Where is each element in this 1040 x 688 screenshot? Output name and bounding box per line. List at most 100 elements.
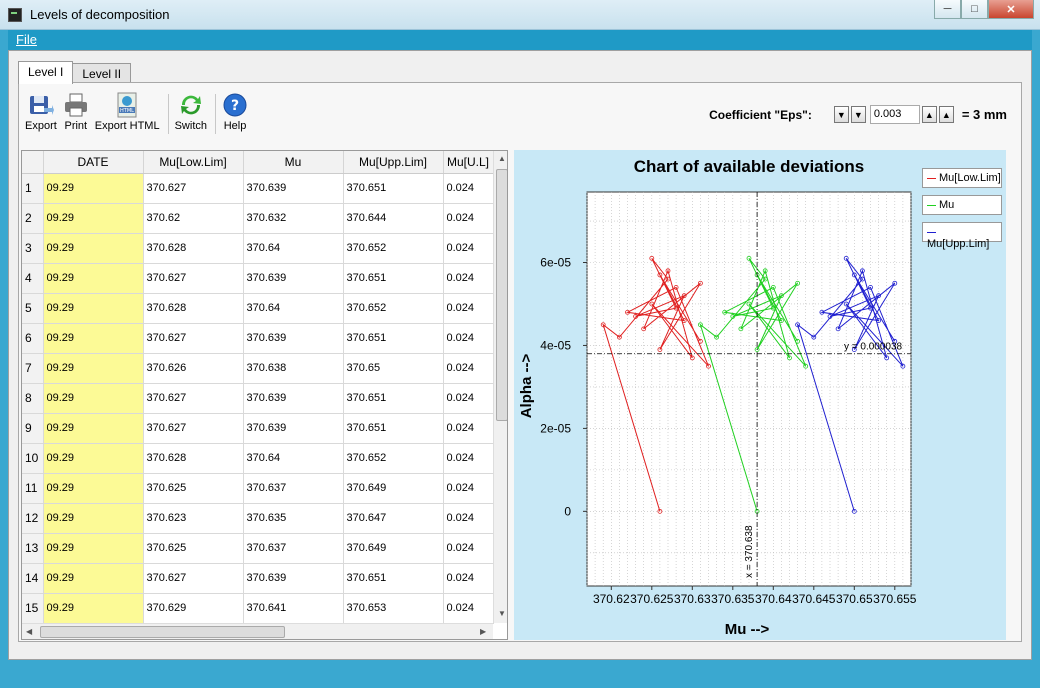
mu-ul-cell[interactable]: 0.024 <box>443 473 494 504</box>
mu-upp-cell[interactable]: 370.651 <box>343 413 444 444</box>
mu-ul-cell[interactable]: 0.024 <box>443 383 494 414</box>
legend-item[interactable]: Mu[Low.Lim] <box>922 168 1002 188</box>
date-cell[interactable]: 09.29 <box>43 263 144 294</box>
row-number[interactable]: 5 <box>22 293 44 324</box>
mu-cell[interactable]: 370.637 <box>243 473 344 504</box>
mu-cell[interactable]: 370.637 <box>243 533 344 564</box>
mu-cell[interactable]: 370.638 <box>243 353 344 384</box>
mu-cell[interactable]: 370.639 <box>243 173 344 204</box>
row-number[interactable]: 10 <box>22 443 44 474</box>
scroll-up-icon[interactable]: ▲ <box>498 154 506 163</box>
mu-cell[interactable]: 370.64 <box>243 233 344 264</box>
mu-ul-cell[interactable]: 0.024 <box>443 443 494 474</box>
table-row[interactable]: 14 09.29 370.627 370.639 370.651 0.024 <box>22 563 494 594</box>
mu-upp-cell[interactable]: 370.651 <box>343 323 444 354</box>
mu-cell[interactable]: 370.639 <box>243 263 344 294</box>
table-row[interactable]: 4 09.29 370.627 370.639 370.651 0.024 <box>22 263 494 294</box>
vertical-scroll-thumb[interactable] <box>496 169 507 421</box>
mu-low-cell[interactable]: 370.628 <box>143 233 244 264</box>
mu-low-cell[interactable]: 370.627 <box>143 563 244 594</box>
date-cell[interactable]: 09.29 <box>43 413 144 444</box>
row-number[interactable]: 12 <box>22 503 44 534</box>
horizontal-scrollbar[interactable]: ◀ ▶ <box>22 623 493 639</box>
row-number[interactable]: 15 <box>22 593 44 624</box>
legend-item[interactable]: Mu[Upp.Lim] <box>922 222 1002 250</box>
eps-decrease-button[interactable]: ▼ <box>850 106 866 123</box>
mu-upp-cell[interactable]: 370.651 <box>343 563 444 594</box>
mu-upp-cell[interactable]: 370.649 <box>343 533 444 564</box>
scroll-right-icon[interactable]: ▶ <box>480 627 487 636</box>
horizontal-scroll-thumb[interactable] <box>40 626 285 638</box>
mu-upp-cell[interactable]: 370.652 <box>343 443 444 474</box>
row-number[interactable]: 4 <box>22 263 44 294</box>
mu-ul-cell[interactable]: 0.024 <box>443 293 494 324</box>
date-cell[interactable]: 09.29 <box>43 443 144 474</box>
mu-cell[interactable]: 370.632 <box>243 203 344 234</box>
mu-cell[interactable]: 370.639 <box>243 323 344 354</box>
table-row[interactable]: 8 09.29 370.627 370.639 370.651 0.024 <box>22 383 494 414</box>
mu-ul-cell[interactable]: 0.024 <box>443 233 494 264</box>
mu-cell[interactable]: 370.635 <box>243 503 344 534</box>
mu-low-cell[interactable]: 370.623 <box>143 503 244 534</box>
date-cell[interactable]: 09.29 <box>43 503 144 534</box>
vertical-scrollbar[interactable]: ▲ ▼ <box>493 151 507 623</box>
date-cell[interactable]: 09.29 <box>43 473 144 504</box>
scroll-down-icon[interactable]: ▼ <box>498 609 506 618</box>
mu-cell[interactable]: 370.639 <box>243 383 344 414</box>
deviation-chart[interactable]: 370.62 370.625 370.63 370.635 370.64 370.645 3… <box>514 150 922 640</box>
eps-input[interactable]: 0.003 <box>869 105 920 124</box>
close-button[interactable]: ✕ <box>988 0 1034 19</box>
minimize-button[interactable]: ─ <box>934 0 961 19</box>
help-button[interactable]: ? Help <box>222 92 248 132</box>
mu-upp-cell[interactable]: 370.65 <box>343 353 444 384</box>
mu-upp-cell[interactable]: 370.644 <box>343 203 444 234</box>
mu-upp-cell[interactable]: 370.651 <box>343 383 444 414</box>
mu-ul-cell[interactable]: 0.024 <box>443 173 494 204</box>
tab-level-2[interactable]: Level II <box>72 63 132 83</box>
mu-ul-cell[interactable]: 0.024 <box>443 263 494 294</box>
corner-header[interactable] <box>22 151 44 174</box>
mu-low-cell[interactable]: 370.627 <box>143 173 244 204</box>
row-number[interactable]: 1 <box>22 173 44 204</box>
mu-ul-cell[interactable]: 0.024 <box>443 533 494 564</box>
row-number[interactable]: 2 <box>22 203 44 234</box>
legend-item[interactable]: Mu <box>922 195 1002 215</box>
mu-ul-cell[interactable]: 0.024 <box>443 353 494 384</box>
mu-upp-cell[interactable]: 370.652 <box>343 233 444 264</box>
mu-ul-cell[interactable]: 0.024 <box>443 563 494 594</box>
menu-file[interactable]: File <box>16 32 37 47</box>
mu-upp-cell[interactable]: 370.651 <box>343 263 444 294</box>
print-button[interactable]: Print <box>63 92 89 132</box>
mu-low-cell[interactable]: 370.627 <box>143 263 244 294</box>
mu-low-cell[interactable]: 370.627 <box>143 383 244 414</box>
mu-low-cell[interactable]: 370.62 <box>143 203 244 234</box>
table-row[interactable]: 5 09.29 370.628 370.64 370.652 0.024 <box>22 293 494 324</box>
column-header-mu-upp[interactable]: Mu[Upp.Lim] <box>343 151 444 174</box>
mu-low-cell[interactable]: 370.625 <box>143 473 244 504</box>
mu-low-cell[interactable]: 370.628 <box>143 443 244 474</box>
mu-cell[interactable]: 370.641 <box>243 593 344 624</box>
column-header-date[interactable]: DATE <box>43 151 144 174</box>
mu-low-cell[interactable]: 370.627 <box>143 323 244 354</box>
table-row[interactable]: 9 09.29 370.627 370.639 370.651 0.024 <box>22 413 494 444</box>
table-row[interactable]: 12 09.29 370.623 370.635 370.647 0.024 <box>22 503 494 534</box>
table-row[interactable]: 7 09.29 370.626 370.638 370.65 0.024 <box>22 353 494 384</box>
mu-cell[interactable]: 370.639 <box>243 563 344 594</box>
table-row[interactable]: 13 09.29 370.625 370.637 370.649 0.024 <box>22 533 494 564</box>
tab-level-1[interactable]: Level I <box>18 61 74 84</box>
mu-ul-cell[interactable]: 0.024 <box>443 593 494 624</box>
table-row[interactable]: 6 09.29 370.627 370.639 370.651 0.024 <box>22 323 494 354</box>
date-cell[interactable]: 09.29 <box>43 173 144 204</box>
date-cell[interactable]: 09.29 <box>43 293 144 324</box>
export-html-button[interactable]: HTML Export HTML <box>95 92 160 132</box>
date-cell[interactable]: 09.29 <box>43 203 144 234</box>
row-number[interactable]: 13 <box>22 533 44 564</box>
mu-upp-cell[interactable]: 370.652 <box>343 293 444 324</box>
date-cell[interactable]: 09.29 <box>43 593 144 624</box>
table-row[interactable]: 15 09.29 370.629 370.641 370.653 0.024 <box>22 593 494 624</box>
date-cell[interactable]: 09.29 <box>43 563 144 594</box>
maximize-button[interactable]: □ <box>961 0 988 19</box>
date-cell[interactable]: 09.29 <box>43 323 144 354</box>
row-number[interactable]: 11 <box>22 473 44 504</box>
mu-ul-cell[interactable]: 0.024 <box>443 203 494 234</box>
